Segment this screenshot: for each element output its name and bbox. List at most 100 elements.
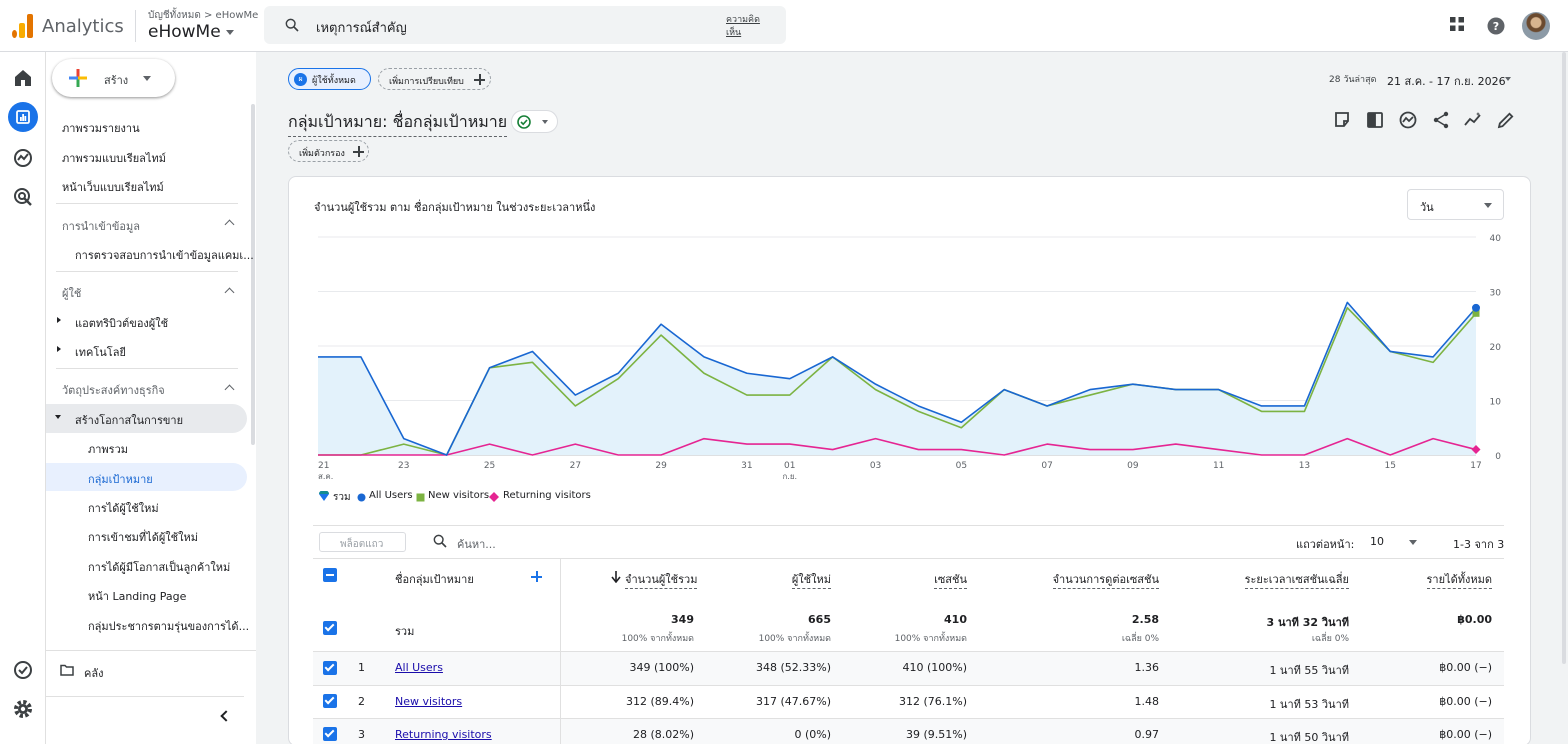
- reports-icon[interactable]: [11, 105, 35, 129]
- segment-link-new-visitors[interactable]: New visitors: [395, 695, 463, 708]
- add-dimension-icon[interactable]: [531, 571, 542, 582]
- advertising-icon[interactable]: [11, 185, 35, 209]
- column-header-new-users[interactable]: ผู้ใช้ใหม่: [791, 570, 831, 589]
- sidebar-item-data-import-check[interactable]: การตรวจสอบการนำเข้าข้อมูลแคมเ...: [75, 249, 254, 262]
- chevron-up-icon[interactable]: [224, 287, 235, 298]
- row-revenue: ฿0.00 (−): [1439, 695, 1492, 708]
- column-header-revenue[interactable]: รายได้ทั้งหมด: [1426, 570, 1492, 589]
- row-index: 1: [358, 661, 365, 674]
- column-header-segment[interactable]: ชื่อกลุ่มเป้าหมาย: [395, 573, 474, 586]
- compare-icon[interactable]: [1365, 110, 1385, 130]
- chevron-down-icon[interactable]: [1409, 540, 1417, 545]
- explore-icon[interactable]: [11, 146, 35, 170]
- top-bar: Analytics บัญชีทั้งหมด > eHowMe eHowMe เ…: [0, 0, 1568, 52]
- app-name: Analytics: [42, 16, 124, 37]
- edit-icon[interactable]: [1496, 110, 1516, 130]
- sidebar-item-user-acquisition[interactable]: การได้ผู้ใช้ใหม่: [88, 502, 159, 515]
- trend-icon[interactable]: [1463, 110, 1483, 130]
- admin-check-icon[interactable]: [11, 658, 35, 682]
- collapse-arrow-icon[interactable]: [55, 415, 61, 419]
- sidebar-item-audiences[interactable]: กลุ่มเป้าหมาย: [88, 473, 153, 486]
- column-header-views-per-session[interactable]: จำนวนการดูต่อเซสชัน: [1052, 570, 1159, 589]
- sidebar-item-traffic-acquisition[interactable]: การเข้าชมที่ได้ผู้ใช้ใหม่: [88, 531, 198, 544]
- row-index: 2: [358, 695, 365, 708]
- sidebar-item-landing-page[interactable]: หน้า Landing Page: [88, 590, 187, 603]
- x-tick-sublabel: ก.ย.: [782, 472, 797, 481]
- segment-link-returning-visitors[interactable]: Returning visitors: [395, 728, 492, 741]
- line-chart[interactable]: 0 10 20 30 40 21ส.ค. 23 25 27 29 31 01ก.ย. 03 05 07 09 1…: [300, 226, 1520, 486]
- home-icon[interactable]: [11, 66, 35, 90]
- sidebar-item-user-attributes[interactable]: แอตทริบิวต์ของผู้ใช้: [75, 317, 169, 330]
- row-total-users: 349 (100%): [629, 661, 694, 674]
- page-scrollbar[interactable]: [1562, 52, 1566, 664]
- sort-down-icon[interactable]: [611, 571, 621, 583]
- account-breadcrumb[interactable]: บัญชีทั้งหมด > eHowMe: [148, 10, 259, 21]
- date-range-label[interactable]: 28 วันล่าสุด: [1329, 75, 1377, 85]
- sidebar-item-lead-acquisition[interactable]: การได้ผู้มีโอกาสเป็นลูกค้าใหม่: [88, 561, 231, 574]
- analytics-logo[interactable]: [12, 14, 34, 38]
- apps-grid-icon[interactable]: [1449, 16, 1465, 32]
- sidebar-group-highlight: [46, 404, 247, 433]
- report-status-chip[interactable]: [511, 110, 558, 133]
- search-icon: [285, 18, 299, 32]
- period-select[interactable]: วัน: [1407, 189, 1504, 220]
- chevron-down-icon[interactable]: [226, 30, 234, 35]
- search-input[interactable]: เหตุการณ์สำคัญ: [316, 21, 407, 36]
- divider: [313, 558, 1504, 559]
- chevron-down-icon: [143, 76, 151, 81]
- share-icon[interactable]: [1431, 110, 1451, 130]
- customize-report-icon[interactable]: [1333, 110, 1353, 130]
- column-header-avg-session[interactable]: ระยะเวลาเซสชันเฉลี่ย: [1244, 570, 1349, 589]
- sidebar-section-user[interactable]: ผู้ใช้: [62, 287, 82, 300]
- help-icon[interactable]: ?: [1487, 17, 1505, 35]
- search-bar[interactable]: เหตุการณ์สำคัญ ความคิดเห็น: [264, 6, 786, 44]
- add-comparison-button[interactable]: เพิ่มการเปรียบเทียบ: [378, 68, 491, 90]
- total-row-checkbox[interactable]: [323, 621, 337, 635]
- sidebar-section-business[interactable]: วัตถุประสงค์ทางธุรกิจ: [62, 384, 165, 397]
- column-header-sessions[interactable]: เซสชัน: [934, 570, 967, 589]
- avatar[interactable]: [1522, 12, 1550, 40]
- insights-icon[interactable]: [1398, 110, 1418, 130]
- page-title[interactable]: กลุ่มเป้าหมาย: ชื่อกลุ่มเป้าหมาย: [288, 110, 508, 137]
- legend-all-users[interactable]: All Users: [369, 490, 413, 501]
- row-views-per-session: 0.97: [1134, 728, 1160, 741]
- legend-total[interactable]: รวม: [333, 492, 351, 503]
- expand-arrow-icon[interactable]: [57, 346, 61, 352]
- account-selector[interactable]: eHowMe: [148, 22, 221, 42]
- collapse-sidebar-icon[interactable]: [220, 710, 232, 722]
- settings-icon[interactable]: [11, 697, 35, 721]
- plot-rows-button[interactable]: พล็อตแถว: [319, 532, 406, 552]
- sidebar-item-realtime-overview[interactable]: ภาพรวมแบบเรียลไทม์: [62, 152, 166, 165]
- sidebar-section-data-import[interactable]: การนำเข้าข้อมูล: [62, 220, 141, 233]
- select-all-checkbox[interactable]: [323, 568, 337, 582]
- row-checkbox[interactable]: [323, 661, 337, 675]
- sidebar-item-realtime-pages[interactable]: หน้าเว็บแบบเรียลไทม์: [62, 181, 164, 194]
- sidebar-item-reports-snapshot[interactable]: ภาพรวมรายงาน: [62, 122, 140, 135]
- table-search-input[interactable]: ค้นหา...: [457, 538, 496, 551]
- row-checkbox[interactable]: [323, 727, 337, 741]
- sidebar-item-tech[interactable]: เทคโนโลยี: [75, 346, 126, 359]
- pagination-label: 1-3 จาก 3: [1453, 538, 1505, 551]
- sidebar-scrollbar[interactable]: [251, 104, 255, 445]
- sidebar-item-cohort[interactable]: กลุ่มประชากรตามรุ่นของการได้...: [88, 620, 250, 633]
- sidebar-item-overview[interactable]: ภาพรวม: [88, 443, 129, 456]
- date-range-picker[interactable]: 21 ส.ค. - 17 ก.ย. 2026: [1387, 75, 1506, 88]
- chevron-down-icon[interactable]: [1505, 77, 1511, 81]
- legend-new-visitors[interactable]: New visitors: [428, 490, 490, 501]
- plot-rows-label: พล็อตแถว: [340, 539, 384, 550]
- divider: [46, 696, 244, 697]
- chevron-up-icon[interactable]: [224, 219, 235, 230]
- row-checkbox[interactable]: [323, 694, 337, 708]
- create-button[interactable]: สร้าง: [52, 59, 175, 97]
- column-header-total-users[interactable]: จำนวนผู้ใช้รวม: [625, 570, 698, 589]
- chevron-up-icon[interactable]: [224, 384, 235, 395]
- add-filter-button[interactable]: เพิ่มตัวกรอง: [288, 140, 369, 162]
- sidebar-item-lead-gen[interactable]: สร้างโอกาสในการขาย: [75, 414, 184, 427]
- sidebar-item-library[interactable]: คลัง: [84, 667, 104, 680]
- feedback-link[interactable]: ความคิดเห็น: [726, 15, 760, 38]
- segment-chip[interactable]: ผ ผู้ใช้ทั้งหมด: [288, 68, 371, 90]
- legend-returning-visitors[interactable]: Returning visitors: [503, 490, 591, 501]
- rows-per-page-select[interactable]: 10: [1370, 535, 1384, 548]
- expand-arrow-icon[interactable]: [57, 317, 61, 323]
- segment-link-all-users[interactable]: All Users: [395, 661, 443, 674]
